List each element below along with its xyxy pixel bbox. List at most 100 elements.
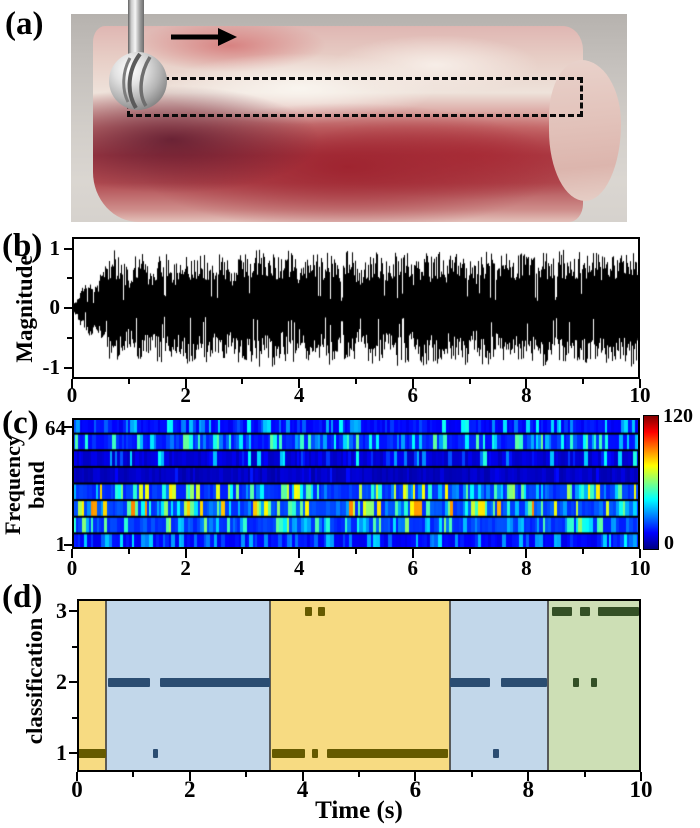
x-tick	[301, 772, 304, 781]
x-minor-tick	[470, 772, 473, 777]
x-tick-label: 8	[521, 556, 532, 580]
x-minor-tick	[582, 379, 585, 384]
x-tick-label: 4	[293, 383, 305, 407]
y-tick-label: 2	[56, 669, 67, 694]
y-tick	[69, 752, 77, 754]
x-tick	[298, 379, 301, 388]
y-tick-label: -1	[42, 354, 61, 379]
x-tick	[71, 379, 73, 388]
y-tick-label: 1	[49, 235, 61, 260]
x-tick-label: 2	[184, 777, 196, 802]
x-tick-label: 8	[521, 383, 532, 407]
x-minor-tick	[468, 379, 471, 384]
x-minor-tick	[127, 379, 130, 384]
burr-flutes	[122, 52, 152, 110]
y-tick	[64, 366, 72, 369]
x-minor-tick	[245, 772, 248, 777]
colorbar-frame	[643, 415, 659, 550]
x-tick-label: 2	[180, 383, 191, 407]
x-tick	[184, 549, 187, 558]
x-tick-label: 6	[409, 777, 422, 802]
classification-plot-frame	[77, 599, 641, 772]
tissue-specimen	[93, 26, 583, 222]
y-tick-label: 0	[49, 295, 61, 319]
x-minor-tick	[355, 379, 357, 384]
y-tick-label: 3	[56, 598, 67, 623]
predicted-class-marker	[318, 606, 326, 616]
spectrogram-ylabel-line2: band	[23, 461, 49, 509]
spectrogram-canvas	[72, 418, 640, 549]
predicted-class-marker	[591, 677, 597, 687]
x-tick	[298, 549, 301, 558]
region-boundary-line	[546, 599, 549, 772]
actual-class-region-tissue1	[270, 599, 450, 772]
predicted-class-marker	[305, 606, 312, 616]
y-tick-label: 1	[56, 740, 67, 765]
predicted-class-marker	[272, 748, 305, 758]
predicted-class-marker	[551, 606, 573, 616]
x-minor-tick	[127, 549, 130, 554]
predicted-class-marker	[160, 677, 271, 687]
x-tick-label: 10	[629, 383, 651, 407]
predicted-class-marker	[580, 606, 591, 616]
y-tick	[64, 544, 72, 546]
x-tick-label: 6	[407, 383, 419, 407]
roi-dashed-rectangle	[127, 77, 583, 117]
x-tick-label: 6	[407, 556, 419, 580]
x-tick-label: 10	[629, 556, 651, 580]
x-tick-label: 10	[629, 777, 653, 802]
panel-a-label: (a)	[5, 6, 44, 42]
x-tick	[640, 772, 642, 781]
x-tick	[639, 549, 641, 558]
panel-d-label: (d)	[2, 579, 43, 615]
predicted-class-marker	[152, 748, 159, 758]
y-minor-tick	[72, 645, 77, 648]
spectrogram-plot-frame	[72, 418, 640, 549]
y-minor-tick	[67, 277, 72, 280]
y-tick	[69, 681, 77, 683]
x-tick	[76, 772, 78, 781]
x-minor-tick	[358, 772, 360, 777]
specimen-photo	[71, 14, 627, 222]
x-tick	[525, 379, 528, 388]
time-axis-label: Time (s)	[315, 797, 403, 824]
x-tick-label: 8	[522, 777, 534, 802]
x-minor-tick	[355, 549, 357, 554]
region-boundary-line	[105, 599, 108, 772]
predicted-class-marker	[493, 748, 499, 758]
x-tick	[188, 772, 191, 781]
x-tick-label: 4	[296, 777, 309, 802]
x-tick-label: 0	[71, 777, 83, 802]
x-minor-tick	[132, 772, 135, 777]
predicted-class-marker	[573, 677, 579, 687]
region-boundary-line	[448, 599, 451, 772]
x-tick	[527, 772, 530, 781]
colorbar-min-label: 0	[664, 532, 674, 554]
predicted-class-marker	[326, 748, 449, 758]
x-minor-tick	[241, 549, 244, 554]
predicted-class-marker	[108, 677, 151, 687]
y-tick	[64, 426, 72, 428]
classification-plot-area	[77, 599, 641, 772]
spherical-burr-icon	[109, 52, 167, 110]
x-tick-label: 0	[66, 383, 78, 407]
x-tick-label: 4	[293, 556, 305, 580]
actual-class-region-tissue1	[77, 599, 107, 772]
x-tick	[414, 772, 417, 781]
x-minor-tick	[241, 379, 244, 384]
panel-b-label: (b)	[2, 228, 43, 264]
y-tick	[64, 247, 72, 250]
x-tick	[71, 549, 73, 558]
predicted-class-marker	[312, 748, 318, 758]
panel-c-label: (c)	[2, 405, 39, 441]
x-minor-tick	[468, 549, 471, 554]
x-tick	[525, 549, 528, 558]
predicted-class-marker	[598, 606, 640, 616]
y-tick	[69, 610, 77, 612]
spectrogram-ytick-top: 64	[45, 416, 66, 440]
predicted-class-marker	[501, 677, 547, 687]
x-tick-label: 2	[180, 556, 191, 580]
x-tick	[184, 379, 187, 388]
x-tick	[411, 549, 414, 558]
colorbar-max-label: 120	[663, 405, 693, 427]
